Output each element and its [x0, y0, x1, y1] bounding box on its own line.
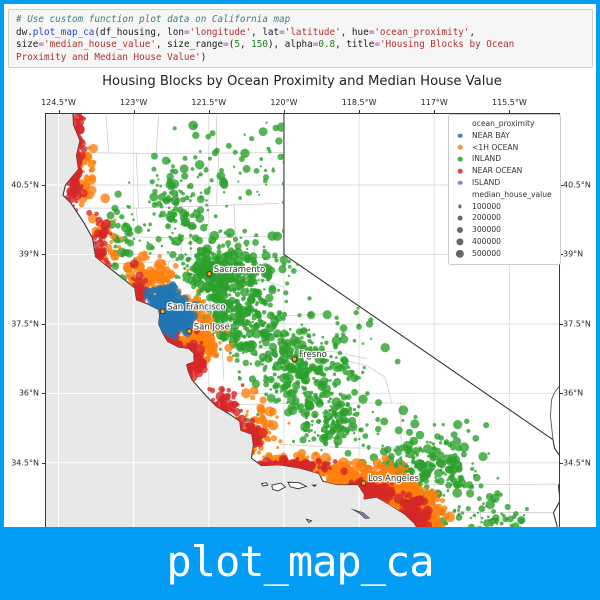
x-tick-label: 118.5°W [341, 98, 377, 107]
x-tick-mark [208, 109, 210, 113]
legend-item: 500000 [449, 248, 560, 260]
y-tick-mark [41, 254, 45, 256]
legend-item: 400000 [449, 236, 560, 248]
legend-dot-icon [455, 249, 465, 258]
legend-item: ISLAND [449, 177, 560, 189]
y-tick-mark [559, 393, 563, 395]
banner-title: plot_map_ca [166, 537, 434, 586]
legend-dot-icon [457, 180, 463, 186]
legend-label: NEAR OCEAN [472, 166, 523, 176]
x-tick-mark [434, 109, 436, 113]
legend-label: 500000 [472, 248, 501, 258]
x-tick-label: 124.5°W [41, 98, 76, 107]
legend-item: 300000 [449, 224, 560, 236]
legend-dot-icon [457, 133, 463, 138]
y-tick-mark [41, 393, 45, 395]
legend-dot-icon [457, 156, 463, 162]
legend-dot-icon [457, 145, 463, 150]
legend-label: INLAND [472, 154, 502, 164]
legend-item: NEAR OCEAN [449, 165, 560, 177]
legend-dot-icon [456, 227, 464, 234]
legend-item: INLAND [449, 153, 560, 165]
y-tick-label: 36°N [18, 388, 39, 398]
legend-header: median_house_value [449, 189, 560, 201]
bottom-banner: plot_map_ca [4, 527, 596, 596]
legend-item: <1H OCEAN [449, 142, 560, 154]
y-tick-mark [41, 462, 45, 464]
legend-item: NEAR BAY [449, 130, 560, 142]
legend-dot-icon [458, 204, 462, 209]
legend-label: 300000 [472, 225, 501, 235]
legend-item: 200000 [449, 212, 560, 224]
figure: Housing Blocks by Ocean Proximity and Me… [4, 66, 596, 596]
y-tick-label: 39°N [563, 249, 584, 259]
legend-dot-icon [457, 168, 463, 174]
legend-label: ISLAND [472, 177, 501, 187]
legend-label: <1H OCEAN [472, 142, 519, 152]
y-tick-label: 40.5°N [563, 180, 591, 190]
x-tick-mark [133, 109, 135, 113]
y-tick-mark [559, 323, 563, 325]
code-line: size='median_house_value', size_range=(5… [16, 39, 515, 51]
x-tick-mark [58, 109, 60, 113]
legend-item: 100000 [449, 201, 560, 213]
legend-label: 100000 [472, 201, 501, 211]
legend-label: 200000 [472, 213, 501, 223]
y-tick-mark [41, 185, 45, 186]
plot-title: Housing Blocks by Ocean Proximity and Me… [102, 74, 502, 89]
y-tick-label: 34.5°N [11, 458, 39, 468]
legend-dot-icon [456, 238, 464, 246]
y-tick-label: 37.5°N [11, 319, 39, 329]
x-tick-mark [359, 109, 361, 113]
legend-dot-icon [457, 215, 463, 221]
y-tick-label: 39°N [18, 249, 39, 259]
x-tick-mark [283, 109, 285, 113]
legend-header: ocean_proximity [449, 118, 560, 130]
x-tick-label: 115.5°W [491, 98, 527, 107]
x-tick-label: 120°W [270, 98, 298, 107]
x-tick-label: 123°W [120, 98, 148, 107]
code-line: Proximity and Median House Value') [16, 51, 207, 63]
y-tick-mark [41, 323, 45, 325]
legend: ocean_proximity NEAR BAY <1H OCEAN INLAND NE… [448, 114, 561, 265]
legend-label: 400000 [472, 236, 501, 246]
y-tick-label: 36°N [563, 388, 584, 398]
y-tick-label: 37.5°N [563, 319, 591, 329]
legend-label: NEAR BAY [472, 130, 510, 140]
y-tick-label: 40.5°N [11, 180, 39, 190]
x-tick-label: 121.5°W [191, 98, 227, 107]
y-tick-mark [559, 462, 563, 464]
legend-label: ocean_proximity [472, 119, 535, 128]
code-line: # Use custom function plot data on Calif… [16, 14, 291, 25]
x-tick-mark [509, 109, 511, 113]
code-cell[interactable]: # Use custom function plot data on Calif… [8, 9, 593, 68]
code-line: dw.plot_map_ca(df_housing, lon='longitud… [16, 26, 476, 38]
legend-label: median_house_value [472, 189, 552, 199]
x-tick-label: 117°W [420, 98, 448, 107]
y-tick-label: 34.5°N [563, 458, 591, 468]
